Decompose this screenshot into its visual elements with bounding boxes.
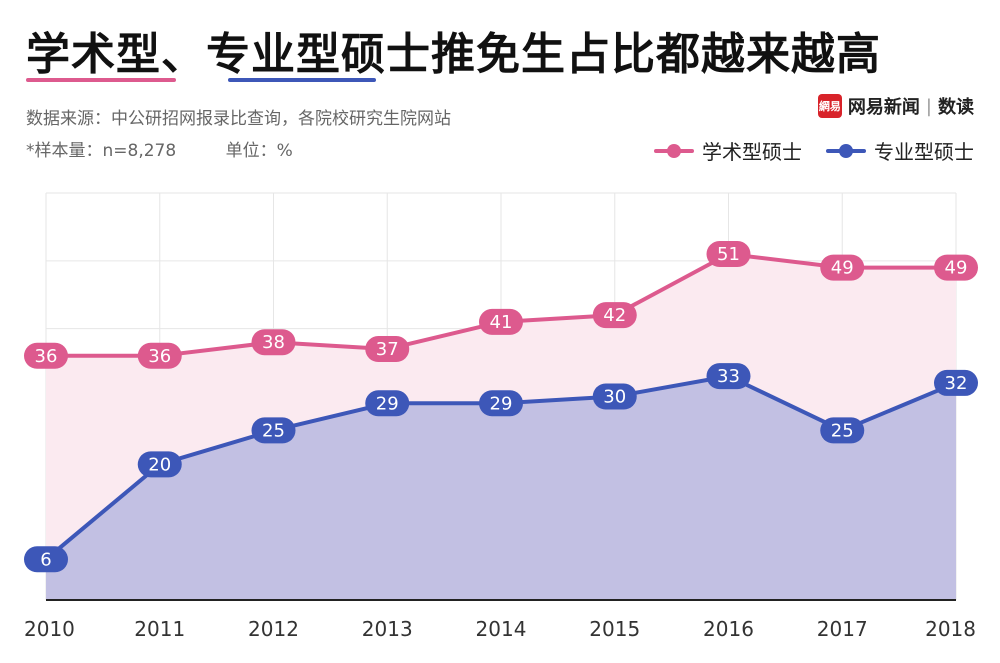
- data-label-academic: 37: [376, 339, 399, 360]
- data-label-academic: 36: [148, 346, 171, 367]
- x-tick-label: 2017: [817, 617, 868, 641]
- data-label-academic: 38: [262, 332, 285, 353]
- unit-label: 单位：%: [225, 141, 293, 161]
- netease-logo-icon: 網易: [817, 94, 842, 118]
- data-point-professional: [706, 363, 751, 390]
- legend-item-professional: 专业型硕士: [826, 136, 974, 165]
- data-label-professional: 29: [376, 393, 399, 414]
- legend-label-professional: 专业型硕士: [874, 140, 974, 164]
- x-tick-label: 2016: [703, 617, 754, 641]
- data-point-academic: [934, 254, 978, 281]
- brand: 網易 网易新闻 | 数读: [817, 94, 974, 118]
- x-tick-label: 2018: [925, 617, 976, 641]
- data-label-professional: 32: [945, 373, 968, 394]
- chart-title: 学术型、专业型硕士推免生占比都越来越高: [26, 29, 881, 80]
- legend-swatch-academic: [654, 143, 694, 158]
- data-label-professional: 33: [717, 366, 740, 387]
- brand-section: 数读: [938, 97, 974, 118]
- data-point-professional: [251, 417, 296, 444]
- data-label-professional: 25: [262, 420, 285, 441]
- x-tick-label: 2013: [362, 617, 413, 641]
- data-point-academic: [706, 241, 751, 268]
- data-label-academic: 51: [717, 244, 740, 265]
- data-point-professional: [24, 546, 68, 573]
- data-point-professional: [592, 383, 637, 410]
- x-tick-label: 2015: [589, 617, 640, 641]
- data-source: 数据来源：中公研招网报录比查询，各院校研究生院网站: [26, 109, 451, 129]
- legend-label-academic: 学术型硕士: [702, 140, 802, 164]
- x-tick-label: 2010: [24, 617, 75, 641]
- data-point-academic: [251, 329, 296, 356]
- data-label-professional: 29: [490, 393, 513, 414]
- data-label-academic: 49: [945, 258, 968, 279]
- data-point-professional: [820, 417, 865, 444]
- data-point-academic: [479, 308, 523, 335]
- data-point-academic: [820, 254, 865, 281]
- brand-divider: |: [925, 95, 932, 117]
- data-point-professional: [365, 390, 410, 417]
- data-label-professional: 6: [40, 549, 51, 570]
- data-label-academic: 42: [603, 305, 626, 326]
- data-label-academic: 41: [490, 312, 513, 333]
- data-point-academic: [592, 302, 637, 329]
- data-label-professional: 25: [831, 420, 854, 441]
- data-point-professional: [934, 369, 978, 396]
- x-tick-label: 2011: [134, 617, 185, 641]
- legend-item-academic: 学术型硕士: [654, 136, 802, 165]
- legend-swatch-professional: [826, 143, 866, 158]
- data-point-academic: [137, 342, 182, 369]
- brand-name: 网易新闻: [847, 97, 920, 118]
- data-point-professional: [137, 451, 182, 478]
- x-tick-label: 2014: [476, 617, 527, 641]
- data-point-academic: [24, 342, 68, 369]
- chart-legend: 学术型硕士 专业型硕士: [630, 136, 974, 165]
- data-point-professional: [479, 390, 523, 417]
- data-label-professional: 30: [603, 387, 626, 408]
- data-label-professional: 20: [148, 454, 171, 475]
- data-label-academic: 36: [35, 346, 58, 367]
- title-underline-professional: [228, 78, 376, 82]
- data-point-academic: [365, 336, 410, 363]
- sample-size: *样本量：n=8,278: [26, 141, 177, 161]
- data-label-academic: 49: [831, 258, 854, 279]
- title-underline-academic: [26, 78, 176, 82]
- x-tick-label: 2012: [248, 617, 299, 641]
- meta-row: *样本量：n=8,278 单位：%: [26, 136, 293, 161]
